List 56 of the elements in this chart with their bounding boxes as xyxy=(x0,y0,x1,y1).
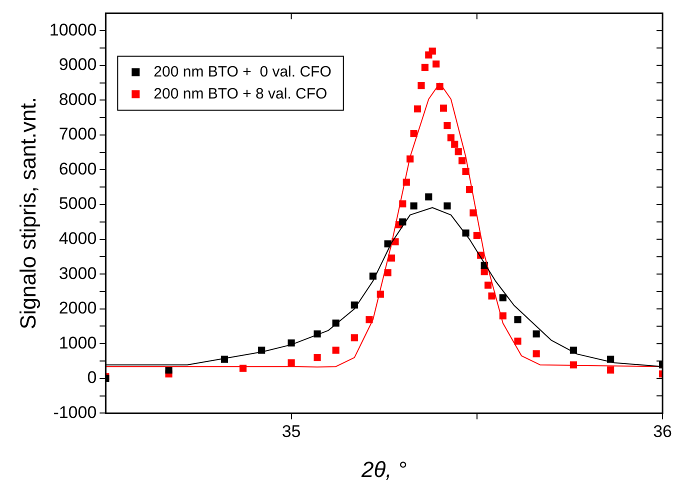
y-tick-label: 1000 xyxy=(58,333,97,352)
point xyxy=(514,338,522,345)
y-tick-label: 7000 xyxy=(58,124,97,144)
point xyxy=(350,334,358,342)
point xyxy=(410,130,418,138)
x-tick-label: 36 xyxy=(653,422,672,442)
point xyxy=(488,292,496,300)
point xyxy=(484,282,492,289)
point xyxy=(414,105,422,112)
point xyxy=(384,269,392,276)
y-tick-label: 10000 xyxy=(49,20,97,40)
legend-label: 200 nm BTO + 0 val. CFO xyxy=(154,63,332,80)
point xyxy=(462,168,470,175)
point xyxy=(425,193,432,200)
point xyxy=(514,316,522,324)
point xyxy=(332,346,340,354)
point xyxy=(444,202,451,210)
y-tick-label: 3000 xyxy=(58,264,97,283)
y-tick-label: 6000 xyxy=(58,159,97,178)
point xyxy=(366,316,373,324)
legend-label: 200 nm BTO + 8 val. CFO xyxy=(154,85,328,102)
point xyxy=(388,254,396,262)
y-tick-label: 8000 xyxy=(58,90,97,109)
point xyxy=(314,354,321,362)
x-tick-label: 35 xyxy=(282,422,301,442)
point xyxy=(444,122,451,130)
point xyxy=(432,60,440,68)
point xyxy=(402,178,410,186)
y-tick-label: 4000 xyxy=(58,228,97,248)
point xyxy=(470,209,477,216)
point xyxy=(288,359,295,366)
y-tick-label: 5000 xyxy=(58,194,97,214)
y-tick-label: 9000 xyxy=(58,55,97,74)
point xyxy=(458,157,466,164)
y-tick-label: 2000 xyxy=(58,298,97,318)
point xyxy=(410,202,418,210)
y-tick-label: -1000 xyxy=(53,402,97,422)
y-axis-title: Signalo stipris, sant.vnt. xyxy=(15,97,40,330)
y-tick-label: 0 xyxy=(87,368,97,388)
point xyxy=(532,330,540,338)
point xyxy=(440,104,448,112)
point xyxy=(428,48,436,55)
point xyxy=(376,290,384,298)
point xyxy=(451,140,458,148)
point xyxy=(418,82,425,90)
point xyxy=(421,64,428,71)
point xyxy=(454,148,462,156)
point xyxy=(473,232,480,239)
point xyxy=(258,346,266,354)
point xyxy=(165,366,172,374)
point xyxy=(447,134,454,142)
point xyxy=(570,346,577,354)
point xyxy=(532,350,540,358)
point xyxy=(499,294,506,302)
point xyxy=(607,366,614,374)
x-axis-title: 2θ, ° xyxy=(360,456,407,482)
